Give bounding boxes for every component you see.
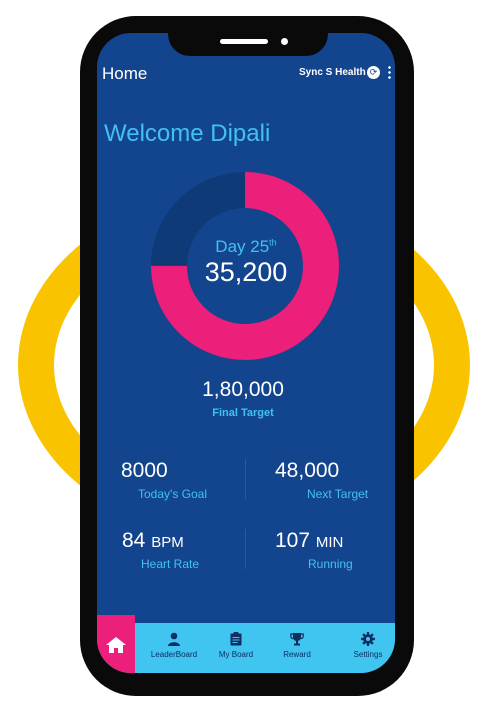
day-counter: Day 25th [215,237,277,256]
nav-home-button[interactable] [97,615,135,673]
stats-divider-bottom [245,529,246,569]
running-label: Running [308,557,353,571]
nav-leaderboard[interactable]: LeaderBoard [141,623,207,673]
todays-goal-label: Today's Goal [138,487,207,501]
sync-icon[interactable]: ⟳ [367,66,380,79]
nav-my-board[interactable]: My Board [207,623,265,673]
phone-notch [168,16,328,56]
sync-s-health-button[interactable]: Sync S Health [299,67,366,78]
nav-reward[interactable]: Reward [269,623,325,673]
nav-label: My Board [218,650,254,659]
nav-label: Settings [353,650,383,659]
running-value: 107 MIN [275,529,344,552]
nav-settings[interactable]: Settings [341,623,395,673]
heart-rate-label: Heart Rate [141,557,200,571]
current-steps-value: 35,200 [204,257,288,287]
person-icon [168,632,180,646]
welcome-message: Welcome Dipali [104,120,271,147]
final-target-value: 1,80,000 [202,378,284,401]
donut-completed [151,172,339,360]
next-target-label: Next Target [307,487,369,501]
app-screen: Home Sync S Health ⟳ Welcome Dipali Day … [97,33,395,673]
clipboard-icon [230,632,242,646]
heart-rate-value: 84 BPM [122,529,184,552]
todays-goal-value: 8000 [121,459,168,482]
page-title: Home [102,64,148,83]
progress-donut [151,172,339,360]
phone-camera [281,38,288,45]
phone-speaker [220,39,268,44]
bottom-nav [97,623,395,673]
home-icon [106,637,126,653]
more-options-icon[interactable] [388,65,391,80]
nav-label: Reward [283,650,311,659]
final-target-label: Final Target [212,407,274,419]
nav-label: LeaderBoard [150,650,198,659]
stats-divider-top [245,459,246,499]
gear-icon [361,632,375,646]
trophy-icon [290,633,304,646]
next-target-value: 48,000 [275,459,340,482]
